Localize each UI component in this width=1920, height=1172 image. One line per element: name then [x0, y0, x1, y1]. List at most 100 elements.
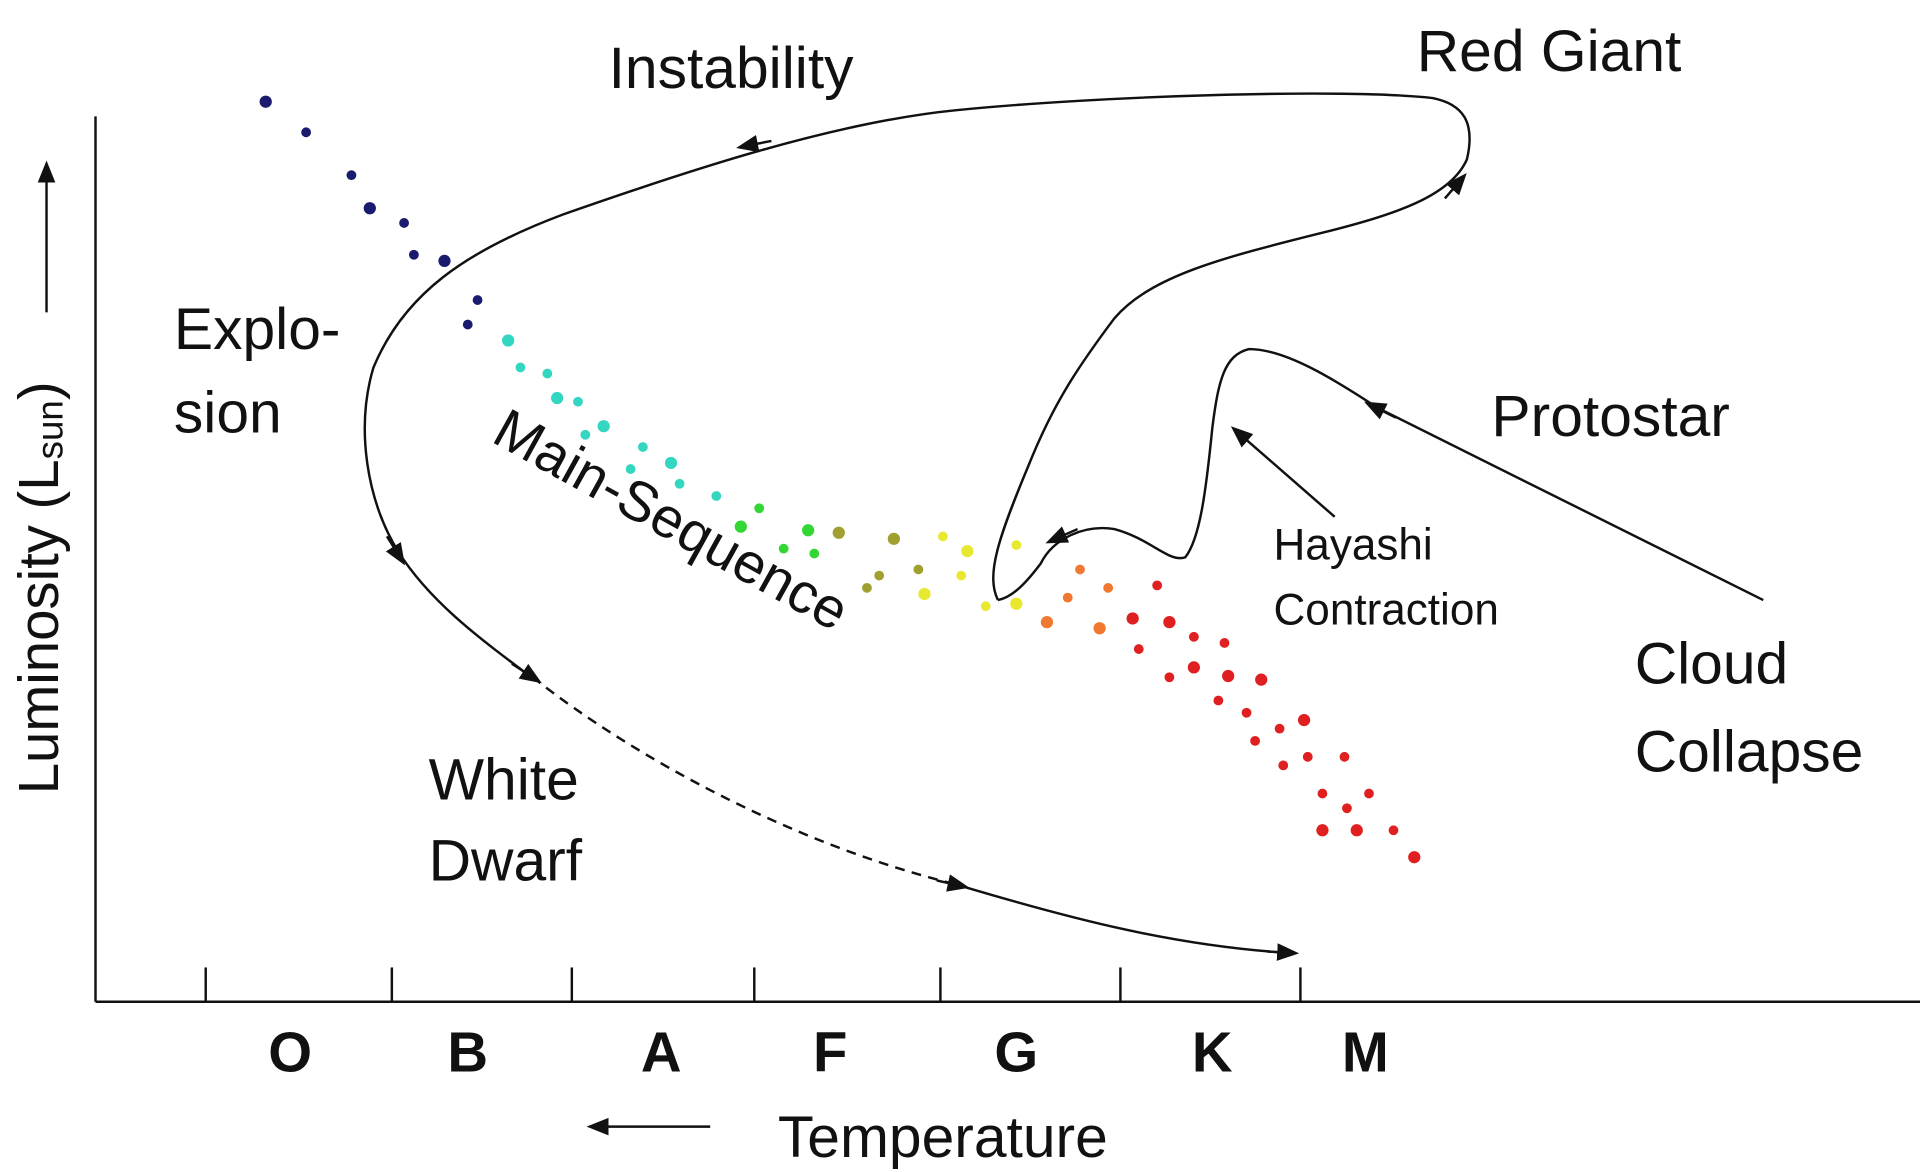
region-label: Explo-: [174, 297, 341, 362]
star-dot: [809, 548, 820, 559]
star-dot: [1297, 713, 1311, 727]
main-sequence-label: Main-Sequence: [484, 396, 860, 642]
star-dot: [259, 95, 272, 108]
white-dwarf-dashed: [531, 676, 956, 886]
spectral-class: O: [268, 1021, 312, 1084]
star-dot: [462, 319, 473, 330]
star-dot: [551, 391, 564, 405]
star-dot: [1274, 723, 1285, 734]
star-dot: [472, 295, 483, 305]
hayashi-track: [997, 347, 1379, 602]
spectral-class: A: [641, 1021, 682, 1084]
star-dot: [956, 570, 967, 581]
y-label-end: ): [7, 381, 70, 400]
star-dot: [542, 368, 553, 379]
star-dot: [637, 442, 648, 452]
protostar-track: [1377, 406, 1764, 602]
spectral-class: K: [1192, 1021, 1233, 1084]
star-dot: [1062, 592, 1073, 603]
star-dot: [1350, 824, 1363, 837]
star-dot: [515, 362, 526, 373]
star-dot: [502, 334, 515, 347]
star-dot: [874, 570, 885, 581]
star-dot: [1408, 851, 1421, 864]
star-dot: [862, 582, 872, 593]
hayashi-arrow: [1045, 526, 1079, 544]
star-dot: [1339, 751, 1350, 762]
hayashi-pointer: [1230, 426, 1336, 518]
star-dot: [1093, 622, 1106, 635]
star-dot: [778, 543, 789, 554]
instability-arrow: [736, 134, 772, 153]
star-dot: [918, 587, 931, 601]
red-giant-arrow: [1443, 172, 1467, 200]
star-dot: [1010, 597, 1023, 610]
star-dot: [664, 456, 678, 470]
region-label: Dwarf: [429, 828, 583, 893]
star-dot: [573, 396, 583, 407]
protostar-arrow: [1364, 401, 1397, 420]
region-label: Contraction: [1273, 586, 1498, 635]
main-sequence-stars: [259, 95, 1421, 864]
star-dot: [980, 601, 991, 612]
star-dot: [754, 503, 765, 514]
region-label: Protostar: [1491, 384, 1729, 449]
star-dot: [1250, 736, 1260, 746]
star-dot: [711, 491, 722, 501]
explosion-arrow: [385, 535, 406, 566]
star-dot: [301, 127, 312, 138]
star-dot: [1126, 612, 1139, 625]
star-dot: [674, 478, 685, 489]
region-label: Instability: [609, 36, 855, 101]
star-dot: [346, 170, 357, 181]
star-dot: [1388, 825, 1399, 836]
star-dot: [887, 532, 900, 545]
star-dot: [1187, 661, 1200, 674]
star-dot: [363, 202, 376, 215]
star-dot: [913, 564, 924, 575]
spectral-class: G: [994, 1021, 1038, 1084]
star-dot: [1255, 673, 1268, 686]
star-dot: [1133, 644, 1144, 654]
y-label-main: Luminosity (L: [7, 459, 70, 794]
star-dot: [1219, 638, 1230, 648]
star-dot: [1213, 695, 1224, 706]
region-label: Hayashi: [1273, 521, 1432, 570]
star-dot: [438, 254, 451, 268]
x-ticks: [204, 967, 1302, 1002]
region-label: Collapse: [1635, 720, 1864, 785]
dwarf-arrow-2: [936, 874, 970, 892]
y-label-sub: sun: [29, 400, 70, 459]
star-dot: [1075, 564, 1085, 575]
star-dot: [1278, 760, 1289, 771]
star-dot: [1317, 788, 1328, 799]
star-dot: [1342, 803, 1352, 814]
dwarf-arrow-3: [1267, 943, 1300, 961]
star-dot: [1316, 824, 1329, 837]
star-dot: [1222, 669, 1235, 683]
star-dot: [1152, 580, 1163, 591]
region-label: Red Giant: [1417, 19, 1682, 84]
region-label: White: [429, 748, 579, 813]
star-dot: [1163, 616, 1176, 629]
spectral-class: B: [447, 1021, 488, 1084]
star-dot: [1188, 631, 1199, 642]
star-dot: [961, 544, 974, 558]
star-dot: [832, 526, 845, 539]
star-dot: [937, 531, 948, 542]
region-labels: Instability Red Giant Explo-sion Protostar H…: [174, 19, 1863, 893]
region-label: sion: [174, 380, 282, 445]
star-dot: [1241, 707, 1252, 718]
white-dwarf-cooling: [954, 882, 1286, 954]
star-dot: [408, 249, 419, 260]
dwarf-arrow-1: [511, 662, 542, 684]
star-dot: [580, 429, 591, 440]
star-dot: [1164, 672, 1175, 683]
star-dot: [1011, 540, 1022, 550]
star-dot: [1103, 582, 1114, 593]
star-dot: [802, 524, 815, 537]
star-dot: [1040, 616, 1054, 629]
star-dot: [399, 218, 409, 228]
